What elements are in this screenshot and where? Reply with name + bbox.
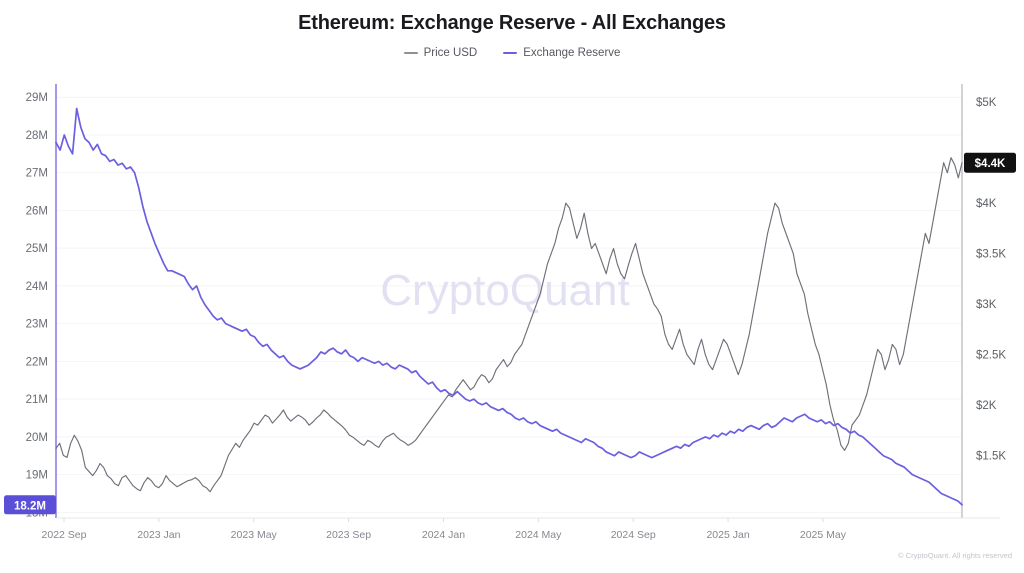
series-line-price-usd	[55, 157, 963, 493]
x-axis-tick-label: 2025 May	[800, 529, 847, 541]
x-axis-ticks: 2022 Sep 2023 Jan 2023 May 2023 Sep 2024 Jan…	[42, 518, 847, 541]
left-axis-tick-label: 26M	[26, 205, 48, 217]
left-axis-tick-label: 22M	[26, 356, 48, 368]
series-line-exchange-reserve	[55, 107, 963, 506]
left-value-badge: 18.2M	[4, 495, 56, 515]
page-title: Ethereum: Exchange Reserve - All Exchang…	[298, 12, 726, 34]
legend-item-reserve[interactable]: Exchange Reserve	[503, 47, 620, 59]
legend-label-price: Price USD	[423, 47, 478, 59]
x-axis-tick-label: 2024 Sep	[611, 529, 656, 541]
chart-legend: Price USD Exchange Reserve	[0, 47, 1024, 59]
watermark: CryptoQuant	[380, 266, 629, 315]
left-axis-tick-label: 19M	[26, 470, 48, 482]
legend-item-price[interactable]: Price USD	[403, 47, 478, 59]
left-axis-tick-label: 21M	[26, 394, 48, 406]
gridlines	[56, 96, 962, 513]
right-axis-tick-label: $2.5K	[976, 349, 1006, 361]
copyright-notice: © CryptoQuant. All rights reserved	[898, 551, 1012, 560]
left-axis-tick-label: 28M	[26, 130, 48, 142]
legend-swatch-reserve	[503, 52, 518, 54]
right-value-badge: $4.4K	[964, 152, 1016, 173]
left-axis-tick-label: 29M	[26, 92, 48, 104]
left-axis-tick-label: 25M	[26, 243, 48, 255]
right-badge-label: $4.4K	[975, 158, 1006, 170]
right-axis-tick-label: $2K	[976, 400, 997, 412]
right-axis-tick-label: $4K	[976, 198, 997, 210]
left-axis-tick-label: 23M	[26, 319, 48, 331]
x-axis-tick-label: 2024 May	[515, 529, 562, 541]
right-axis-tick-label: $1.5K	[976, 450, 1006, 462]
x-axis-tick-label: 2023 Sep	[326, 529, 371, 541]
legend-swatch-price	[403, 52, 418, 54]
x-axis-tick-label: 2023 May	[231, 529, 278, 541]
left-axis-tick-label: 20M	[26, 432, 48, 444]
left-axis-tick-label: 27M	[26, 168, 48, 180]
right-axis-tick-label: $3.5K	[976, 249, 1006, 261]
left-axis-ticks: 29M28M27M26M25M24M23M22M21M20M19M18M	[26, 92, 48, 519]
left-badge-label: 18.2M	[14, 500, 46, 512]
right-axis-ticks: $5K $4K $3.5K $3K $2.5K $2K $1.5K	[976, 97, 1006, 462]
left-axis-tick-label: 24M	[26, 281, 48, 293]
x-axis-tick-label: 2025 Jan	[706, 529, 749, 541]
x-axis-tick-label: 2024 Jan	[422, 529, 465, 541]
legend-label-reserve: Exchange Reserve	[523, 47, 621, 59]
x-axis-tick-label: 2023 Jan	[137, 529, 180, 541]
right-axis-tick-label: $3K	[976, 299, 997, 311]
right-axis-tick-label: $5K	[976, 97, 997, 109]
x-axis-tick-label: 2022 Sep	[42, 529, 87, 541]
